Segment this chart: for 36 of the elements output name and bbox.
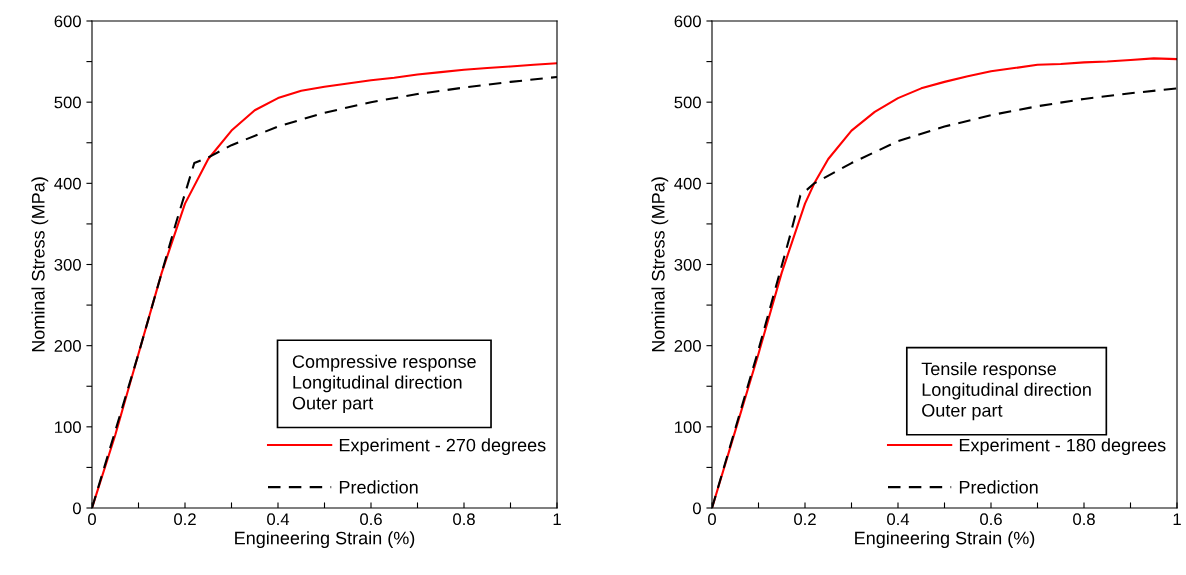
x-tick-label: 0.6 bbox=[360, 513, 382, 526]
x-axis-title: Engineering Strain (%) bbox=[235, 531, 415, 549]
x-tick-label: 0.2 bbox=[794, 513, 816, 526]
x-tick-label: 1 bbox=[553, 513, 561, 525]
x-tick-label: 0.6 bbox=[980, 513, 1002, 526]
y-tick-label: 300 bbox=[54, 258, 81, 271]
annotation: Compressive response Longitudinal direction Outer part bbox=[292, 354, 476, 414]
y-tick-label: 300 bbox=[674, 258, 701, 271]
x-axis-title: Engineering Strain (%) bbox=[855, 531, 1035, 549]
y-tick-label: 0 bbox=[692, 502, 701, 515]
y-tick-label: 500 bbox=[674, 96, 701, 109]
x-tick-label: 1 bbox=[1173, 513, 1181, 525]
y-tick-label: 600 bbox=[54, 15, 81, 28]
y-tick-label: 400 bbox=[54, 177, 81, 190]
y-tick-label: 0 bbox=[72, 502, 81, 515]
x-tick-label: 0.8 bbox=[453, 513, 475, 526]
legend-label: Experiment - 180 degrees bbox=[959, 438, 1166, 456]
y-axis-title: Nominal Stress (MPa) bbox=[31, 177, 49, 352]
y-tick-label: 200 bbox=[54, 340, 81, 352]
x-tick-label: 0.8 bbox=[1073, 513, 1095, 526]
x-tick-label: 0 bbox=[88, 513, 96, 526]
y-tick-label: 100 bbox=[675, 421, 701, 434]
legend-label: Prediction bbox=[339, 480, 418, 494]
legend-label: Experiment - 270 degrees bbox=[339, 438, 546, 456]
y-tick-label: 600 bbox=[674, 15, 701, 28]
y-axis-title: Nominal Stress (MPa) bbox=[651, 177, 669, 352]
annotation: Tensile response Longitudinal direction Outer part bbox=[921, 362, 1091, 421]
x-tick-label: 0.4 bbox=[887, 513, 910, 526]
x-tick-label: 0 bbox=[708, 513, 716, 526]
legend-label: Prediction bbox=[959, 480, 1038, 494]
y-tick-label: 500 bbox=[54, 96, 81, 109]
y-tick-label: 100 bbox=[55, 421, 81, 434]
y-tick-label: 400 bbox=[674, 177, 701, 190]
x-tick-label: 0.2 bbox=[174, 513, 196, 526]
x-tick-label: 0.4 bbox=[267, 513, 290, 526]
y-tick-label: 200 bbox=[674, 340, 701, 352]
